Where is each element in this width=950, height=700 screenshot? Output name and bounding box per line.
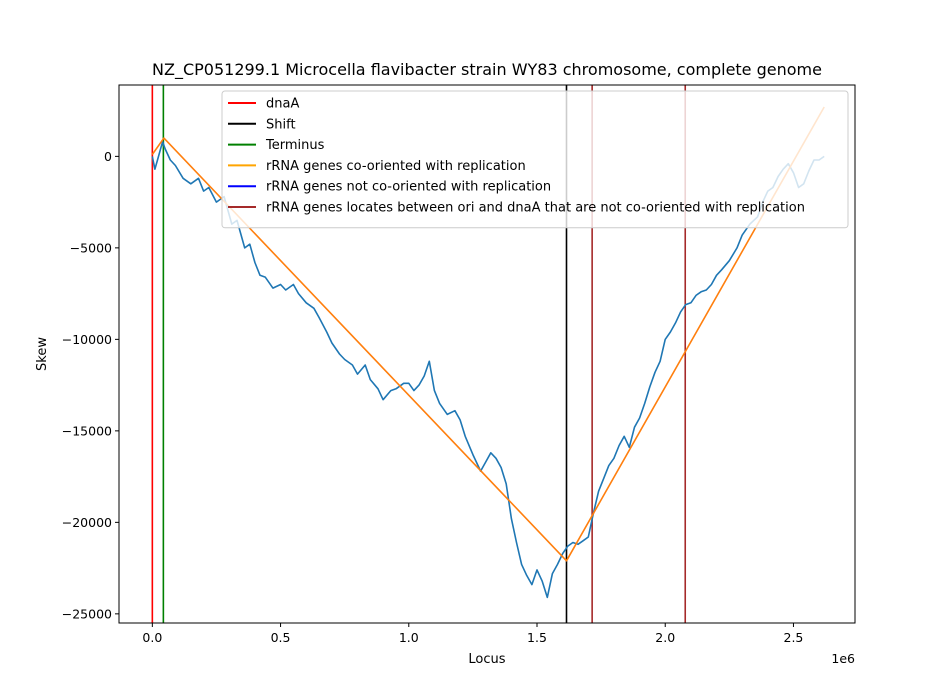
legend-label: rRNA genes not co-oriented with replicat… <box>266 180 551 195</box>
chart-title: NZ_CP051299.1 Microcella flavibacter str… <box>152 60 822 80</box>
legend-label: Shift <box>266 117 296 132</box>
x-axis-offset-label: 1e6 <box>831 651 855 666</box>
x-axis-label: Locus <box>468 652 505 667</box>
y-tick-label: −10000 <box>62 332 112 347</box>
legend-label: Terminus <box>265 138 325 153</box>
y-tick-label: 0 <box>104 149 112 164</box>
y-tick-label: −5000 <box>70 240 112 255</box>
x-tick-label: 1.0 <box>399 630 419 645</box>
x-tick-label: 2.0 <box>655 630 675 645</box>
x-tick-label: 0.0 <box>142 630 162 645</box>
y-tick-label: −20000 <box>62 515 112 530</box>
series-line-1 <box>151 106 825 562</box>
y-axis: 0 −5000 −10000 −15000 −20000 −25000 <box>62 149 119 621</box>
x-axis: 0.0 0.5 1.0 1.5 2.0 2.5 <box>142 623 803 645</box>
legend-label: dnaA <box>266 97 299 112</box>
legend: dnaA Shift Terminus rRNA genes co-oriented … <box>221 90 849 229</box>
legend-label: rRNA genes co-oriented with replication <box>266 159 526 174</box>
legend-label: rRNA genes locates between ori and dnaA … <box>266 201 805 216</box>
y-tick-label: −15000 <box>62 423 112 438</box>
x-tick-label: 0.5 <box>271 630 291 645</box>
x-tick-label: 1.5 <box>527 630 547 645</box>
x-tick-label: 2.5 <box>784 630 804 645</box>
plot-frame <box>118 84 856 624</box>
series-layer <box>151 106 825 599</box>
y-axis-label: Skew <box>35 337 50 371</box>
y-tick-label: −25000 <box>62 606 112 621</box>
legend-box <box>221 90 849 229</box>
